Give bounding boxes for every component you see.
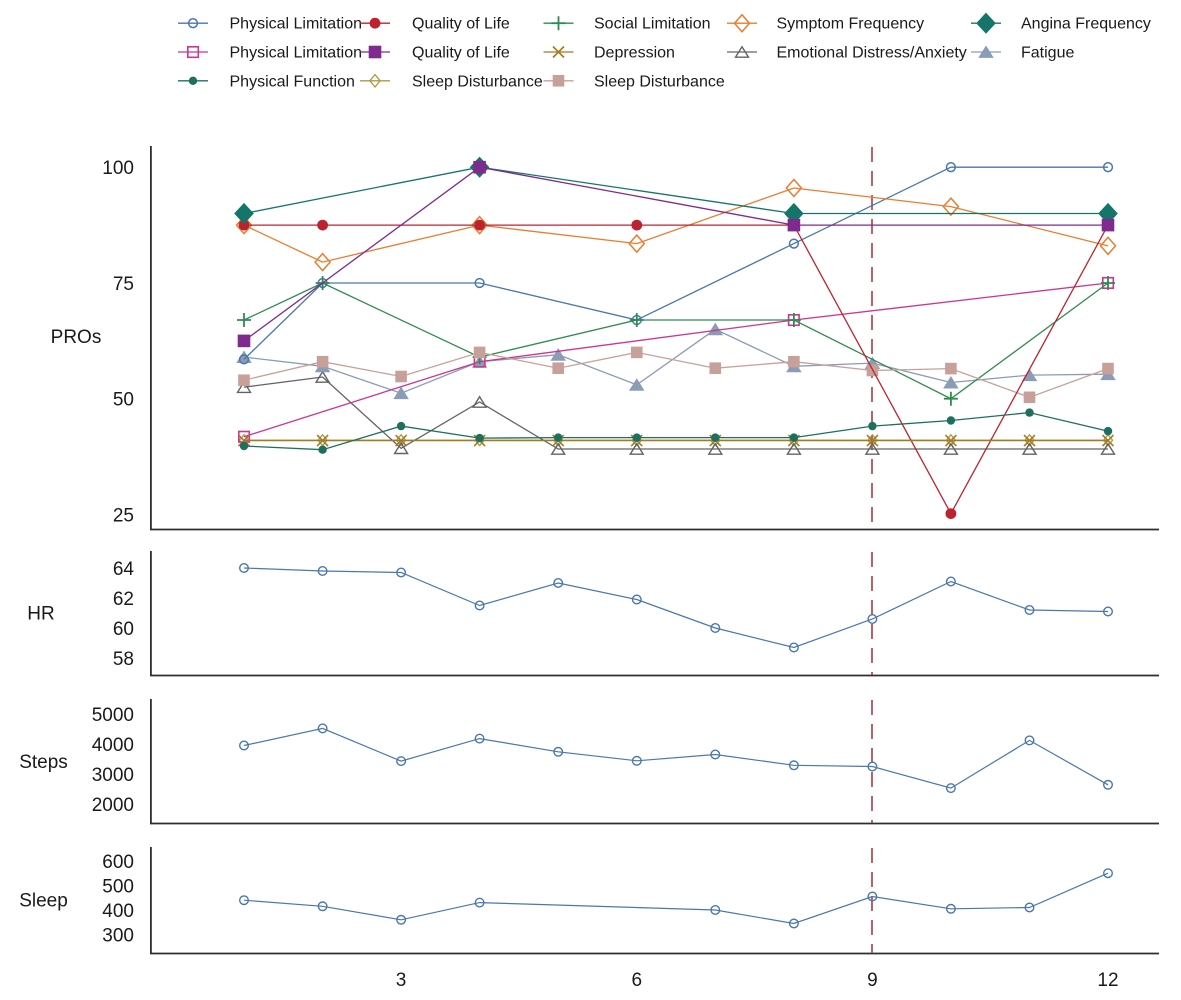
svg-text:4000: 4000 (92, 735, 134, 756)
svg-text:75: 75 (113, 274, 134, 295)
svg-text:Symptom Frequency: Symptom Frequency (777, 16, 925, 33)
svg-text:Sleep Disturbance: Sleep Disturbance (594, 73, 725, 90)
svg-text:Angina Frequency: Angina Frequency (1021, 16, 1151, 33)
svg-text:64: 64 (113, 559, 135, 580)
svg-text:25: 25 (113, 505, 134, 526)
svg-text:3: 3 (396, 970, 407, 991)
svg-text:Sleep Disturbance: Sleep Disturbance (412, 73, 543, 90)
svg-text:Physical Limitation: Physical Limitation (230, 16, 363, 33)
svg-text:5000: 5000 (92, 705, 134, 726)
svg-text:2000: 2000 (92, 795, 134, 816)
svg-text:400: 400 (102, 901, 134, 922)
svg-text:9: 9 (867, 970, 878, 991)
svg-text:HR: HR (27, 604, 54, 625)
svg-text:62: 62 (113, 589, 134, 610)
svg-text:Physical Function: Physical Function (230, 73, 355, 90)
svg-text:600: 600 (102, 852, 134, 873)
svg-text:Quality of Life: Quality of Life (412, 45, 510, 62)
svg-text:500: 500 (102, 876, 134, 897)
svg-text:300: 300 (102, 925, 134, 946)
svg-text:Steps: Steps (19, 752, 68, 773)
svg-text:Social Limitation: Social Limitation (594, 16, 711, 33)
svg-text:PROs: PROs (51, 327, 102, 348)
svg-text:Sleep: Sleep (19, 891, 68, 912)
svg-text:100: 100 (102, 158, 134, 179)
svg-text:58: 58 (113, 649, 134, 670)
svg-text:Quality of Life: Quality of Life (412, 16, 510, 33)
svg-text:Depression: Depression (594, 45, 675, 62)
svg-text:60: 60 (113, 619, 134, 640)
svg-text:3000: 3000 (92, 765, 134, 786)
svg-text:Emotional Distress/Anxiety: Emotional Distress/Anxiety (777, 45, 967, 62)
svg-text:12: 12 (1097, 970, 1118, 991)
svg-text:Physical Limitation: Physical Limitation (230, 45, 363, 62)
svg-text:Fatigue: Fatigue (1021, 45, 1074, 62)
svg-text:6: 6 (632, 970, 643, 991)
svg-text:50: 50 (113, 390, 134, 411)
